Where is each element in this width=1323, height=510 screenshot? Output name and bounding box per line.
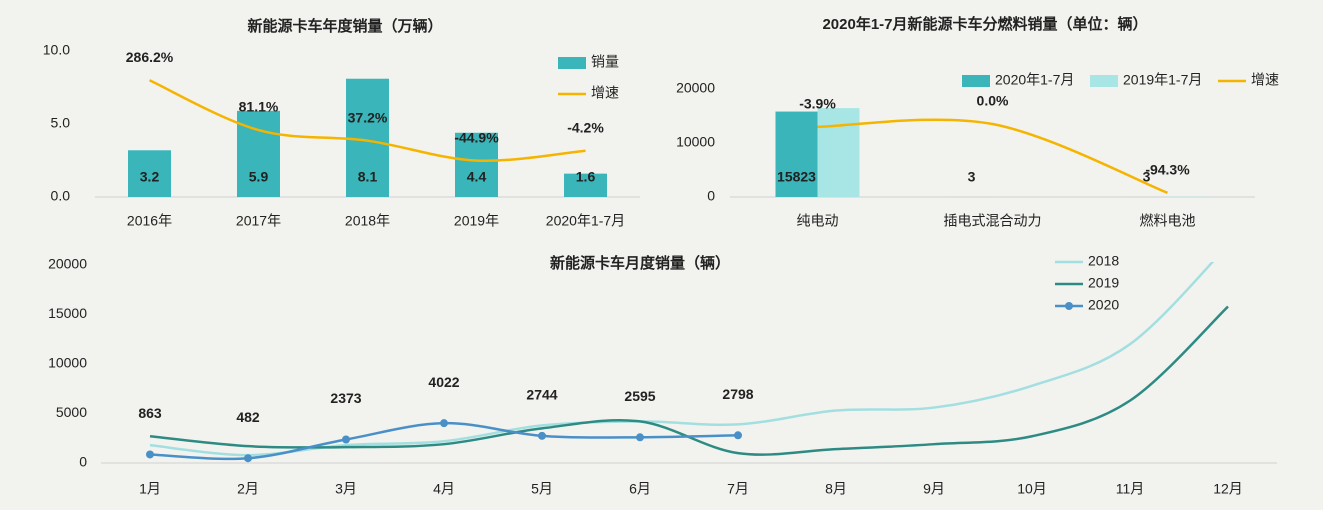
chart-title: 新能源卡车月度销量（辆）	[550, 254, 730, 272]
data-label: 286.2%	[126, 49, 174, 65]
data-label: -4.2%	[567, 119, 604, 135]
y-tick-label: 0.0	[51, 188, 71, 204]
line-growth	[148, 79, 586, 163]
legend-label: 2018	[1088, 253, 1119, 269]
line-series	[149, 262, 1215, 457]
data-label: 5.9	[249, 169, 269, 185]
data-label: 3	[1143, 169, 1151, 185]
data-label: -3.9%	[799, 96, 836, 112]
line-growth	[817, 118, 1168, 195]
x-tick-label: 2016年	[127, 213, 172, 229]
chart-title: 新能源卡车年度销量（万辆）	[247, 17, 442, 35]
x-tick-label: 2020年1-7月	[546, 213, 625, 229]
y-tick-label: 10000	[676, 134, 715, 150]
data-label: 863	[138, 405, 162, 421]
data-label: 4.4	[467, 169, 487, 185]
point	[734, 431, 742, 440]
legend-label: 2020	[1088, 297, 1119, 313]
data-label: 0.0%	[977, 93, 1009, 109]
data-label: 2373	[330, 390, 361, 406]
y-tick-label: 5000	[56, 404, 87, 420]
legend-label: 增速	[1251, 72, 1279, 88]
x-tick-label: 2017年	[236, 213, 281, 229]
y-tick-label: 10.0	[43, 42, 70, 58]
x-tick-label: 8月	[825, 481, 847, 497]
data-label: 482	[236, 409, 260, 425]
x-tick-label: 纯电动	[797, 213, 839, 229]
line-series	[149, 305, 1229, 456]
legend-swatch	[962, 75, 990, 87]
x-tick-label: 2019年	[454, 213, 499, 229]
bar	[455, 132, 498, 197]
data-label: -94.3%	[1145, 162, 1190, 178]
x-tick-label: 5月	[531, 481, 553, 497]
legend-label: 增速	[591, 85, 619, 101]
data-label: 81.1%	[239, 99, 279, 115]
x-tick-label: 1月	[139, 481, 161, 497]
data-label: 2595	[624, 388, 655, 404]
x-tick-label: 2月	[237, 481, 259, 497]
legend-marker	[1065, 302, 1073, 310]
x-tick-label: 7月	[727, 481, 749, 497]
data-label: 3.2	[140, 169, 160, 185]
x-tick-label: 11月	[1116, 481, 1145, 497]
bar	[128, 150, 171, 197]
data-label: 2744	[526, 387, 557, 403]
legend-swatch	[1090, 75, 1118, 87]
x-tick-label: 6月	[629, 481, 651, 497]
x-tick-label: 燃料电池	[1140, 213, 1196, 229]
y-tick-label: 20000	[48, 256, 87, 272]
legend-label: 2020年1-7月	[995, 72, 1074, 88]
x-tick-label: 2018年	[345, 213, 390, 229]
chart-title: 2020年1-7月新能源卡车分燃料销量（单位：辆）	[822, 15, 1147, 33]
x-tick-label: 9月	[923, 481, 945, 497]
y-tick-label: 0	[707, 188, 715, 204]
y-tick-label: 10000	[48, 355, 87, 371]
bar	[346, 78, 389, 197]
legend-label: 2019年1-7月	[1123, 72, 1202, 88]
data-label: 3	[968, 169, 976, 185]
point	[244, 454, 252, 463]
data-label: -44.9%	[454, 129, 499, 145]
data-label: 4022	[428, 374, 459, 390]
data-label: 8.1	[358, 169, 378, 185]
data-label: 37.2%	[348, 109, 388, 125]
x-tick-label: 12月	[1213, 481, 1243, 497]
bar	[564, 173, 607, 197]
point	[636, 433, 644, 442]
point	[146, 450, 154, 459]
legend-label: 2019	[1088, 275, 1119, 291]
y-tick-label: 0	[79, 454, 87, 470]
legend-swatch	[558, 57, 586, 69]
legend-label: 销量	[591, 54, 619, 70]
x-tick-label: 插电式混合动力	[944, 213, 1042, 229]
bar	[817, 108, 860, 197]
data-label: 15823	[777, 169, 816, 185]
point	[440, 419, 448, 428]
y-tick-label: 5.0	[51, 115, 71, 131]
x-tick-label: 4月	[433, 481, 455, 497]
x-tick-label: 3月	[335, 481, 357, 497]
x-tick-label: 10月	[1017, 481, 1047, 497]
data-label: 1.6	[576, 169, 596, 185]
data-label: 2798	[722, 386, 753, 402]
bar	[775, 111, 818, 197]
y-tick-label: 20000	[676, 80, 715, 96]
point	[342, 435, 350, 444]
point	[538, 431, 546, 440]
y-tick-label: 15000	[48, 305, 87, 321]
